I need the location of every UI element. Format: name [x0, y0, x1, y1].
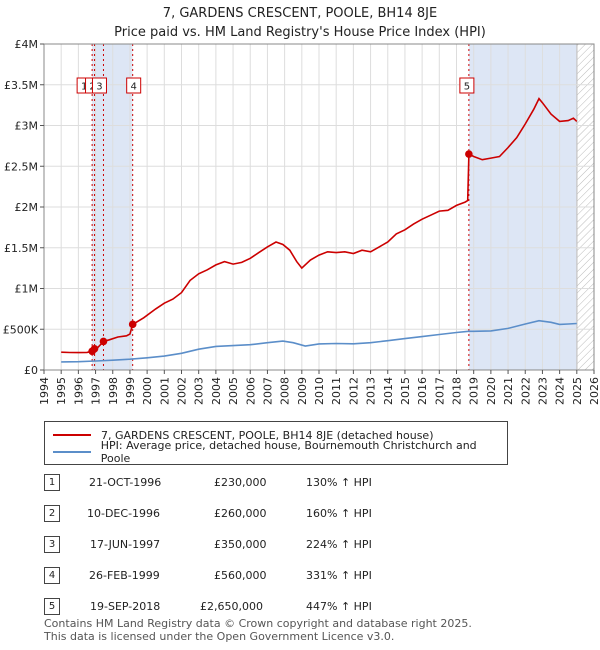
- x-tick-label: 2013: [365, 377, 378, 405]
- chart-title: 7, GARDENS CRESCENT, POOLE, BH14 8JE: [162, 6, 438, 21]
- footer-licence: This data is licensed under the Open Gov…: [44, 630, 395, 643]
- sale-point: [465, 150, 473, 158]
- sale-point: [128, 320, 137, 329]
- sale-point: [90, 345, 99, 353]
- x-tick-label: 2002: [176, 377, 189, 405]
- x-tick-label: 2009: [296, 377, 309, 405]
- x-tick-label: 2024: [554, 377, 567, 405]
- sale-hpi-change: 224% ↑ HPI: [306, 538, 372, 551]
- x-tick-label: 2019: [468, 377, 481, 405]
- sale-hpi-change: 447% ↑ HPI: [306, 600, 372, 613]
- property-price-line: [61, 97, 578, 354]
- y-tick-label: £2.5M: [4, 160, 38, 173]
- x-tick-label: 2001: [158, 377, 171, 405]
- table-row: 5 19-SEP-2018 £2,650,000 447% ↑ HPI: [0, 596, 600, 618]
- x-tick-label: 2011: [330, 377, 343, 405]
- x-tick-label: 2025: [571, 377, 584, 405]
- y-tick-label: £1M: [15, 283, 39, 296]
- sale-flag-label: 3: [96, 82, 102, 93]
- sale-flag-label: 4: [131, 82, 137, 93]
- y-tick-label: £1.5M: [4, 242, 38, 255]
- legend-swatch-property: [53, 434, 91, 436]
- sale-hpi-change: 160% ↑ HPI: [306, 507, 372, 520]
- y-tick-label: £0: [24, 364, 38, 377]
- sale-date: 17-JUN-1997: [90, 538, 161, 551]
- x-tick-label: 2017: [433, 377, 446, 405]
- x-tick-label: 1997: [90, 377, 103, 405]
- x-tick-label: 2018: [451, 377, 464, 405]
- y-tick-label: £2M: [15, 201, 39, 214]
- x-tick-label: 2012: [347, 377, 360, 405]
- legend-item-hpi: HPI: Average price, detached house, Bour…: [53, 439, 507, 465]
- sale-marker-box: 2: [44, 505, 60, 522]
- sale-price: £230,000: [214, 476, 267, 489]
- table-row: 4 26-FEB-1999 £560,000 331% ↑ HPI: [0, 565, 600, 587]
- x-tick-label: 2000: [141, 377, 154, 405]
- x-tick-label: 2016: [416, 377, 429, 405]
- x-tick-label: 1996: [72, 377, 85, 405]
- legend-label-hpi: HPI: Average price, detached house, Bour…: [100, 439, 477, 465]
- x-tick-label: 1998: [107, 377, 120, 405]
- x-tick-label: 2014: [382, 377, 395, 405]
- x-tick-label: 2015: [399, 377, 412, 405]
- sale-date: 19-SEP-2018: [90, 600, 161, 613]
- sale-flag-label: 5: [464, 82, 470, 93]
- table-row: 1 21-OCT-1996 £230,000 130% ↑ HPI: [0, 472, 600, 494]
- x-tick-label: 2004: [210, 377, 223, 405]
- x-tick-label: 2023: [536, 377, 549, 405]
- sale-date: 26-FEB-1999: [89, 569, 160, 582]
- sale-hpi-change: 331% ↑ HPI: [306, 569, 372, 582]
- x-tick-label: 2020: [485, 377, 498, 405]
- x-tick-label: 2008: [279, 377, 292, 405]
- sale-date: 10-DEC-1996: [87, 507, 161, 520]
- footer-copyright: Contains HM Land Registry data © Crown c…: [44, 617, 472, 630]
- x-tick-label: 2006: [244, 377, 257, 405]
- sale-flag-box: [126, 77, 142, 94]
- sale-price: £2,650,000: [200, 600, 263, 613]
- sale-price: £350,000: [214, 538, 267, 551]
- sale-price: £560,000: [214, 569, 267, 582]
- table-row: 3 17-JUN-1997 £350,000 224% ↑ HPI: [0, 534, 600, 556]
- sale-marker-box: 4: [44, 567, 60, 584]
- x-tick-label: 2005: [227, 377, 240, 405]
- sale-point: [99, 337, 108, 346]
- legend-label-property: 7, GARDENS CRESCENT, POOLE, BH14 8JE (de…: [101, 428, 434, 442]
- sale-marker-box: 1: [44, 474, 60, 491]
- sale-price: £260,000: [214, 507, 267, 520]
- y-tick-label: £4M: [15, 38, 39, 51]
- sale-date: 21-OCT-1996: [89, 476, 162, 489]
- price-chart: 12345 £0£500K£1M£1.5M£2M£2.5M£3M£3.5M£4M…: [3, 38, 600, 405]
- x-tick-label: 1995: [55, 377, 68, 405]
- hpi-line: [61, 319, 577, 363]
- x-tick-label: 1999: [124, 377, 137, 405]
- table-row: 2 10-DEC-1996 £260,000 160% ↑ HPI: [0, 503, 600, 525]
- x-tick-label: 2021: [502, 377, 515, 405]
- y-tick-label: £3.5M: [4, 79, 38, 92]
- sale-marker-box: 5: [44, 598, 60, 615]
- x-tick-label: 2003: [193, 377, 206, 405]
- y-tick-label: £3M: [15, 120, 39, 133]
- sale-flag-box: [91, 77, 107, 94]
- x-tick-label: 2026: [588, 377, 600, 405]
- legend: 7, GARDENS CRESCENT, POOLE, BH14 8JE (de…: [44, 421, 508, 465]
- chart-subtitle: Price paid vs. HM Land Registry's House …: [114, 25, 486, 40]
- legend-item-property: 7, GARDENS CRESCENT, POOLE, BH14 8JE (de…: [53, 427, 434, 443]
- legend-swatch-hpi: [53, 451, 91, 453]
- x-tick-label: 2010: [313, 377, 326, 405]
- y-tick-label: £500K: [3, 323, 39, 336]
- x-tick-label: 1994: [38, 377, 51, 405]
- sale-hpi-change: 130% ↑ HPI: [306, 476, 372, 489]
- sale-flag-label: 1: [81, 82, 87, 93]
- x-tick-label: 2007: [261, 377, 274, 405]
- sale-marker-box: 3: [44, 536, 60, 553]
- x-tick-label: 2022: [519, 377, 532, 405]
- sale-flag-box: [459, 77, 475, 94]
